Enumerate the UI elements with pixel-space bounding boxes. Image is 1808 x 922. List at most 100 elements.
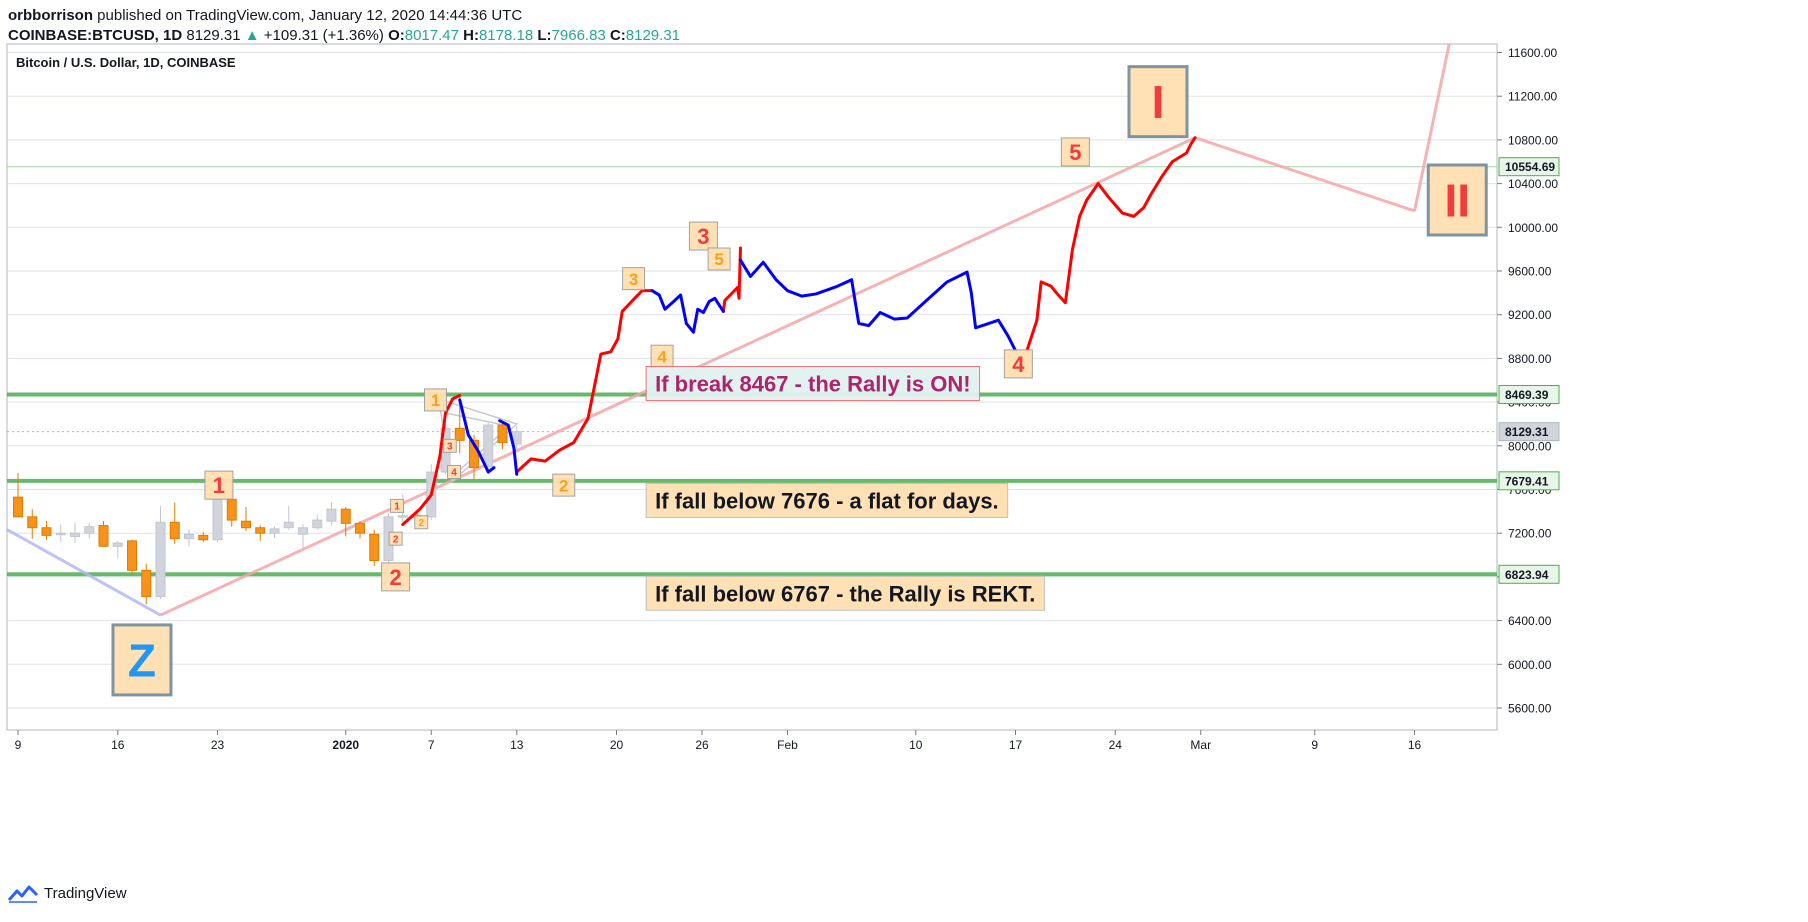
level-tag-label: 8129.31 xyxy=(1505,425,1549,439)
wave-label: 5 xyxy=(707,247,731,271)
candle-body xyxy=(326,508,337,522)
wave-label-box xyxy=(388,531,403,546)
trend-line xyxy=(1413,44,1451,212)
level-tag xyxy=(1498,385,1560,405)
candle-body xyxy=(226,498,237,521)
annotation-box xyxy=(645,575,1045,611)
candle-body xyxy=(169,521,180,540)
wave-label-text: 3 xyxy=(629,270,638,289)
wave-label-box xyxy=(1127,65,1189,139)
low-label: L: xyxy=(537,27,552,44)
y-tick-label: 10400.00 xyxy=(1508,177,1558,191)
wave-label-box xyxy=(1060,137,1090,167)
candle-body xyxy=(355,522,365,534)
projection-red-path xyxy=(1025,136,1197,353)
x-tick-label: 16 xyxy=(111,738,125,752)
wave-label-box xyxy=(1426,163,1488,237)
candle-body xyxy=(155,521,166,598)
level-tag xyxy=(1498,422,1560,442)
level-tag-label: 10554.69 xyxy=(1505,160,1555,174)
candle-body xyxy=(127,540,137,571)
candle-body xyxy=(212,498,223,541)
wave-label: 1 xyxy=(390,498,405,513)
projection-red-path xyxy=(401,394,462,526)
wave-label-text: 2 xyxy=(559,476,568,495)
wave-label: 1 xyxy=(424,388,448,412)
wave-label-box xyxy=(552,473,576,497)
level-tag-label: 8469.39 xyxy=(1505,388,1549,402)
wave-label: 4 xyxy=(650,344,674,368)
candle-body xyxy=(55,532,66,536)
wave-label: 2 xyxy=(381,562,411,592)
candle-body xyxy=(241,520,251,529)
wave-label-box xyxy=(414,515,429,530)
publish-info: published on TradingView.com, January 12… xyxy=(97,7,523,24)
y-tick-label: 6400.00 xyxy=(1508,614,1552,628)
wave-label-box xyxy=(447,465,462,480)
author-name[interactable]: orbborrison xyxy=(8,7,93,24)
up-arrow-icon: ▲ xyxy=(244,27,260,44)
candle-body xyxy=(198,534,209,541)
x-tick-label: 9 xyxy=(1311,738,1318,752)
y-tick-label: 5600.00 xyxy=(1508,702,1552,716)
wave-label-text: 2 xyxy=(390,565,402,590)
candle-body xyxy=(283,521,294,529)
candle-body xyxy=(84,526,95,534)
x-tick-label: 23 xyxy=(211,738,225,752)
candle-body xyxy=(98,525,109,547)
x-tick-label: Feb xyxy=(777,738,798,752)
x-tick-label: 16 xyxy=(1408,738,1422,752)
candle-body xyxy=(397,515,408,518)
wave-label-text: 2 xyxy=(393,534,399,545)
wave-label-box xyxy=(204,470,234,500)
candle-body xyxy=(454,427,465,441)
projection-blue-path xyxy=(738,258,1017,353)
wave-label-text: 3 xyxy=(697,224,709,249)
open-value: 8017.47 xyxy=(404,27,459,44)
wave-label: I xyxy=(1127,65,1189,139)
candle-body xyxy=(483,424,494,468)
open-label: O: xyxy=(388,27,405,44)
annotation: If fall below 6767 - the Rally is REKT. xyxy=(645,575,1045,611)
candle-body xyxy=(112,542,123,547)
level-tag xyxy=(1498,157,1560,177)
wave-label-text: 4 xyxy=(1012,352,1025,377)
projection-blue-path xyxy=(498,419,519,476)
x-tick-label: Mar xyxy=(1190,738,1211,752)
wave-label-box xyxy=(381,562,411,592)
y-tick-label: 11600.00 xyxy=(1508,46,1557,60)
candle-body xyxy=(27,516,38,529)
trend-line xyxy=(1194,136,1415,213)
wave-label-text: 1 xyxy=(213,473,225,498)
high-label: H: xyxy=(463,27,479,44)
level-tag xyxy=(1498,564,1560,584)
wave-label: 2 xyxy=(388,531,403,546)
low-value: 7966.83 xyxy=(551,27,606,44)
tradingview-logo-icon xyxy=(8,885,38,903)
last-price: 8129.31 xyxy=(186,27,241,44)
projection-red-path xyxy=(515,289,654,474)
annotation-text: If fall below 6767 - the Rally is REKT. xyxy=(655,581,1035,606)
close-value: 8129.31 xyxy=(625,27,681,44)
annotation-box xyxy=(645,366,981,402)
wave-label-text: 5 xyxy=(1069,140,1081,165)
wave-label: 5 xyxy=(1060,137,1090,167)
trend-line xyxy=(7,527,162,617)
x-tick-label: 17 xyxy=(1009,738,1023,752)
wave-label-text: I xyxy=(1152,76,1165,128)
y-tick-label: 9200.00 xyxy=(1508,308,1552,322)
wave-label-text: 5 xyxy=(714,250,723,269)
candle-body xyxy=(70,532,80,537)
footer-brand[interactable]: TradingView xyxy=(8,883,127,903)
wave-label: II xyxy=(1426,163,1488,237)
publish-line: orbborrison published on TradingView.com… xyxy=(8,6,680,26)
candle-body xyxy=(497,424,508,444)
wave-label-text: 1 xyxy=(394,501,400,512)
wave-label: 3 xyxy=(442,438,457,453)
annotation-text: If break 8467 - the Rally is ON! xyxy=(655,372,970,397)
wave-label: Z xyxy=(111,623,173,697)
symbol-label[interactable]: COINBASE:BTCUSD, 1D xyxy=(8,27,183,44)
